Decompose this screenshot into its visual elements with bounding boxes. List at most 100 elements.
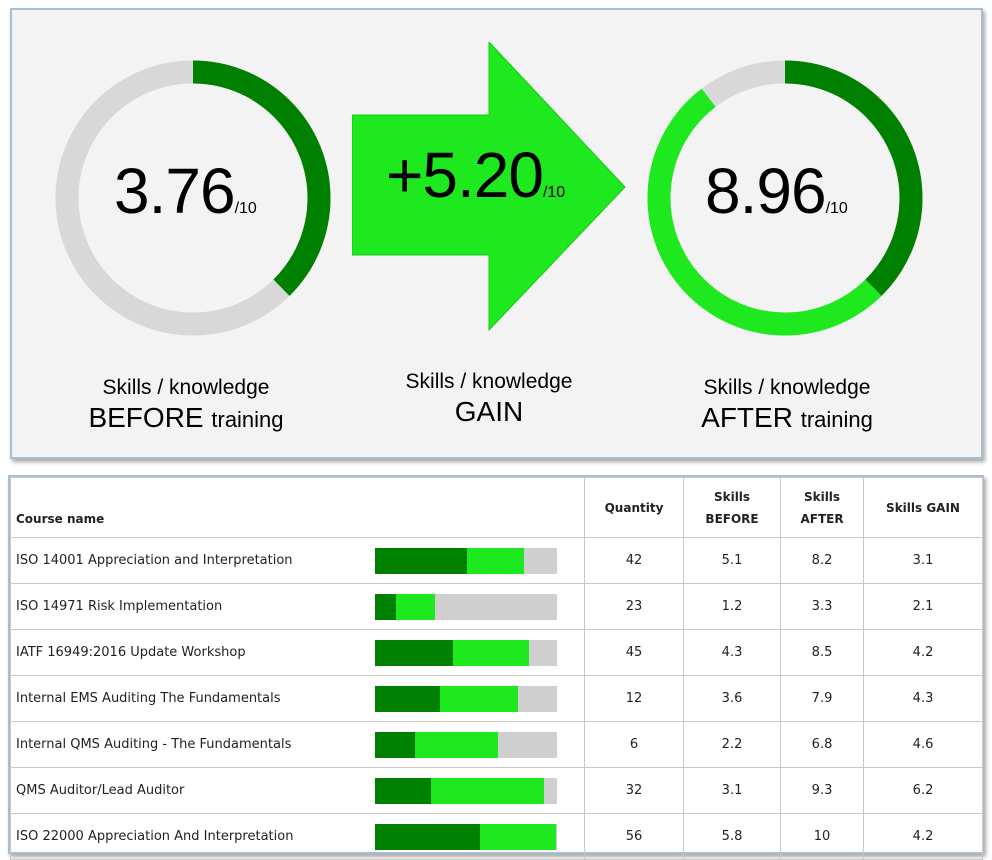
before-caption-big: BEFORE [88, 402, 204, 433]
course-bar-cell [372, 537, 586, 584]
course-bar-before-segment [374, 685, 441, 712]
skills-gain-cell: 3.1 [863, 537, 984, 584]
course-bar-cell [372, 583, 586, 630]
header-skills-before-l1: Skills [713, 489, 751, 504]
course-skill-bar [374, 731, 557, 758]
after-score-denominator: /10 [825, 200, 848, 217]
after-donut-chart [647, 60, 923, 336]
before-score-value: 3.76 [114, 155, 236, 227]
course-bar-before-segment [374, 639, 453, 666]
table-header-row: Course name Quantity Skills BEFORE Skill… [9, 477, 984, 538]
table-row: Internal QMS Auditing - The Fundamentals… [10, 721, 984, 768]
course-skill-bar [374, 639, 557, 666]
table-row: QMS Auditor/Lead Auditor 32 3.1 9.3 6.2 [10, 767, 984, 814]
skills-after-cell: 10 [780, 813, 865, 860]
quantity-cell: 12 [584, 675, 685, 722]
before-donut-chart [55, 60, 331, 336]
after-caption-line1: Skills / knowledge [703, 376, 871, 399]
before-caption-line1: Skills / knowledge [102, 376, 270, 399]
gain-score-value: +5.20 [386, 139, 544, 211]
course-name-cell: QMS Auditor/Lead Auditor [10, 767, 373, 814]
skills-gain-cell: 4.3 [863, 675, 984, 722]
skills-gain-cell: 4.6 [863, 721, 984, 768]
after-score-value: 8.96 [705, 155, 827, 227]
skills-gain-cell: 6.2 [863, 767, 984, 814]
courses-table-panel: Course name Quantity Skills BEFORE Skill… [8, 475, 984, 860]
skills-before-cell: 2.2 [683, 721, 782, 768]
quantity-cell: 32 [584, 767, 685, 814]
course-bar-gain-segment [414, 731, 499, 758]
skills-gain-cell: 2.1 [863, 583, 984, 630]
course-bar-gain-segment [480, 823, 557, 850]
skills-after-cell: 8.2 [780, 537, 865, 584]
course-bar-gain-segment [452, 639, 530, 666]
after-score: 8.96/10 [705, 154, 848, 228]
table-row: ISO 14001 Appreciation and Interpretatio… [10, 537, 984, 584]
gain-arrow [352, 42, 626, 332]
quantity-cell: 6 [584, 721, 685, 768]
course-bar-cell [372, 675, 586, 722]
donut-gain-segment [647, 60, 923, 336]
course-bar-cell [372, 767, 586, 814]
course-bar-gain-segment [467, 547, 524, 574]
header-quantity: Quantity [584, 477, 685, 538]
course-bar-gain-segment [396, 593, 435, 620]
donut-before-segment [647, 60, 923, 336]
skills-before-cell: 5.8 [683, 813, 782, 860]
donut-before-segment [55, 60, 331, 336]
before-caption-line2: BEFORE training [56, 402, 316, 434]
skills-before-cell: 4.3 [683, 629, 782, 676]
gain-arrow-shape [352, 42, 626, 332]
header-course-name: Course name [9, 477, 586, 538]
quantity-cell: 56 [584, 813, 685, 860]
course-name-cell: ISO 22000 Appreciation And Interpretatio… [10, 813, 373, 860]
skills-before-cell: 3.1 [683, 767, 782, 814]
before-score-denominator: /10 [234, 200, 257, 217]
course-name-cell: ISO 14971 Risk Implementation [10, 583, 373, 630]
header-skills-after: Skills AFTER [780, 477, 865, 538]
course-bar-before-segment [374, 777, 431, 804]
header-skills-before: Skills BEFORE [683, 477, 782, 538]
header-skills-before-l2: BEFORE [705, 511, 759, 526]
skills-after-cell: 9.3 [780, 767, 865, 814]
before-caption-small: training [211, 407, 284, 432]
course-name-cell: Internal EMS Auditing The Fundamentals [10, 675, 373, 722]
after-caption-big: AFTER [701, 402, 793, 433]
gain-score: +5.20/10 [386, 138, 565, 212]
course-bar-before-segment [374, 731, 415, 758]
table-row: ISO 14971 Risk Implementation 23 1.2 3.3 2.1 [10, 583, 984, 630]
course-bar-cell [372, 813, 586, 860]
course-name-cell: IATF 16949:2016 Update Workshop [10, 629, 373, 676]
quantity-cell: 42 [584, 537, 685, 584]
before-score: 3.76/10 [114, 154, 257, 228]
skills-after-cell: 6.8 [780, 721, 865, 768]
skills-after-cell: 3.3 [780, 583, 865, 630]
table-row: IATF 16949:2016 Update Workshop 45 4.3 8.5 4… [10, 629, 984, 676]
course-bar-before-segment [374, 823, 481, 850]
course-bar-before-segment [374, 593, 397, 620]
after-caption-small: training [800, 407, 873, 432]
course-name-cell: Internal QMS Auditing - The Fundamentals [10, 721, 373, 768]
after-caption-line2: AFTER training [657, 402, 917, 434]
gain-score-denominator: /10 [542, 184, 566, 201]
course-skill-bar [374, 823, 557, 850]
after-caption: Skills / knowledge AFTER training [657, 376, 917, 434]
skills-before-cell: 5.1 [683, 537, 782, 584]
course-name-cell: ISO 14001 Appreciation and Interpretatio… [10, 537, 373, 584]
gain-caption-line2: GAIN [454, 396, 524, 427]
quantity-cell: 23 [584, 583, 685, 630]
table-row: ISO 22000 Appreciation And Interpretatio… [10, 813, 984, 860]
gain-caption-line1: Skills / knowledge [405, 370, 573, 393]
course-skill-bar [374, 547, 557, 574]
course-bar-cell [372, 721, 586, 768]
skills-before-cell: 3.6 [683, 675, 782, 722]
header-skills-after-l2: AFTER [800, 511, 844, 526]
course-bar-gain-segment [440, 685, 519, 712]
course-skill-bar [374, 777, 557, 804]
skills-gain-cell: 4.2 [863, 629, 984, 676]
skills-after-cell: 7.9 [780, 675, 865, 722]
before-caption: Skills / knowledge BEFORE training [56, 376, 316, 434]
skills-after-cell: 8.5 [780, 629, 865, 676]
course-bar-gain-segment [430, 777, 544, 804]
header-skills-after-l1: Skills [803, 489, 841, 504]
